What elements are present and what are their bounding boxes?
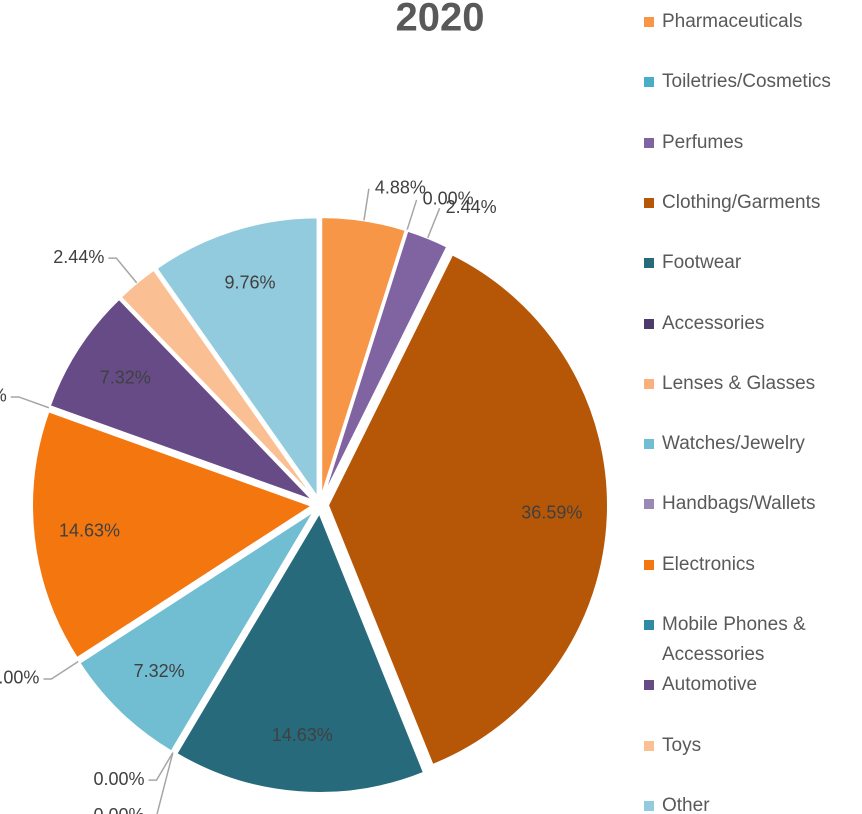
data-label: 7.32% (100, 368, 151, 388)
legend-item: Electronics (640, 550, 855, 580)
legend-item: Handbags/Wallets (640, 489, 855, 519)
legend-item: Mobile Phones & Accessories (640, 610, 855, 670)
legend-item: Clothing/Garments (640, 188, 855, 218)
legend-label: Perfumes (662, 131, 744, 153)
legend-item: Accessories (640, 309, 855, 339)
legend-item: Automotive (640, 670, 855, 700)
legend-swatch (644, 559, 654, 570)
pie-slice (155, 216, 319, 501)
leader-line (43, 660, 79, 680)
legend-label: Mobile Phones & Accessories (662, 614, 806, 665)
legend-swatch (644, 318, 654, 329)
data-label: 0.00% (0, 386, 7, 406)
data-label: 0.00% (93, 805, 144, 814)
legend-label: Other (662, 794, 710, 814)
legend-label: Clothing/Garments (662, 191, 821, 213)
pie-area: 2020 4.88%0.00%2.44%36.59%14.63%0.00%0.0… (0, 0, 609, 814)
legend-label: Automotive (662, 674, 758, 696)
leader-line (363, 188, 370, 221)
pie-slice (174, 510, 426, 794)
legend-label: Lenses & Glasses (662, 372, 816, 394)
legend-item: Lenses & Glasses (640, 369, 855, 399)
pie-slice (320, 216, 407, 498)
data-label: 0.00% (93, 769, 144, 789)
data-label: 36.59% (521, 503, 582, 523)
data-label: 4.88% (375, 178, 426, 198)
data-label: 9.76% (224, 273, 275, 293)
leader-line (108, 257, 138, 284)
legend-swatch (644, 499, 654, 510)
data-label: 0.00% (0, 668, 39, 688)
data-label: 7.32% (134, 661, 185, 681)
legend-swatch (644, 197, 654, 208)
pie-slice (326, 253, 609, 767)
legend-swatch (644, 620, 654, 630)
legend-swatch (644, 800, 654, 811)
chart-title: 2020 (396, 0, 485, 40)
leader-line (148, 752, 174, 781)
legend-swatch (644, 17, 654, 27)
legend-swatch (644, 378, 654, 389)
legend-item: Pharmaceuticals (640, 7, 855, 37)
leader-line (426, 207, 441, 239)
legend-label: Watches/Jewelry (662, 433, 805, 455)
data-label: 14.63% (272, 725, 333, 745)
data-label: 0.00% (423, 189, 474, 209)
legend-item: Footwear (640, 248, 855, 278)
legend-label: Footwear (662, 252, 742, 274)
data-label: 2.44% (446, 197, 497, 217)
legend-swatch (644, 680, 654, 691)
data-label: 2.44% (53, 247, 104, 267)
leader-line (156, 752, 174, 814)
legend-swatch (644, 740, 654, 751)
pie-slice (119, 268, 316, 500)
pie-slice (31, 410, 315, 660)
legend-label: Toys (662, 734, 702, 756)
pie-slice (48, 297, 315, 502)
legend-swatch (644, 77, 654, 88)
legend-label: Accessories (662, 312, 765, 334)
legend-label: Pharmaceuticals (662, 11, 803, 32)
legend-label: Handbags/Wallets (662, 493, 816, 515)
data-label: 14.63% (59, 520, 120, 540)
legend-item: Perfumes (640, 128, 855, 158)
legend-item: Toiletries/Cosmetics (640, 67, 855, 97)
leader-line (406, 199, 418, 231)
pie-slice (48, 406, 313, 504)
legend-item: Other (640, 791, 855, 814)
legend-swatch (644, 439, 654, 450)
legend-item: Watches/Jewelry (640, 429, 855, 459)
legend-swatch (644, 137, 654, 148)
legend-label: Electronics (662, 553, 755, 575)
leader-line (10, 396, 50, 409)
legend-item: Toys (640, 731, 855, 761)
legend-swatch (644, 258, 654, 269)
legend-label: Toiletries/Cosmetics (662, 71, 831, 93)
pie-slice (78, 509, 316, 753)
pie-slice (77, 508, 314, 663)
